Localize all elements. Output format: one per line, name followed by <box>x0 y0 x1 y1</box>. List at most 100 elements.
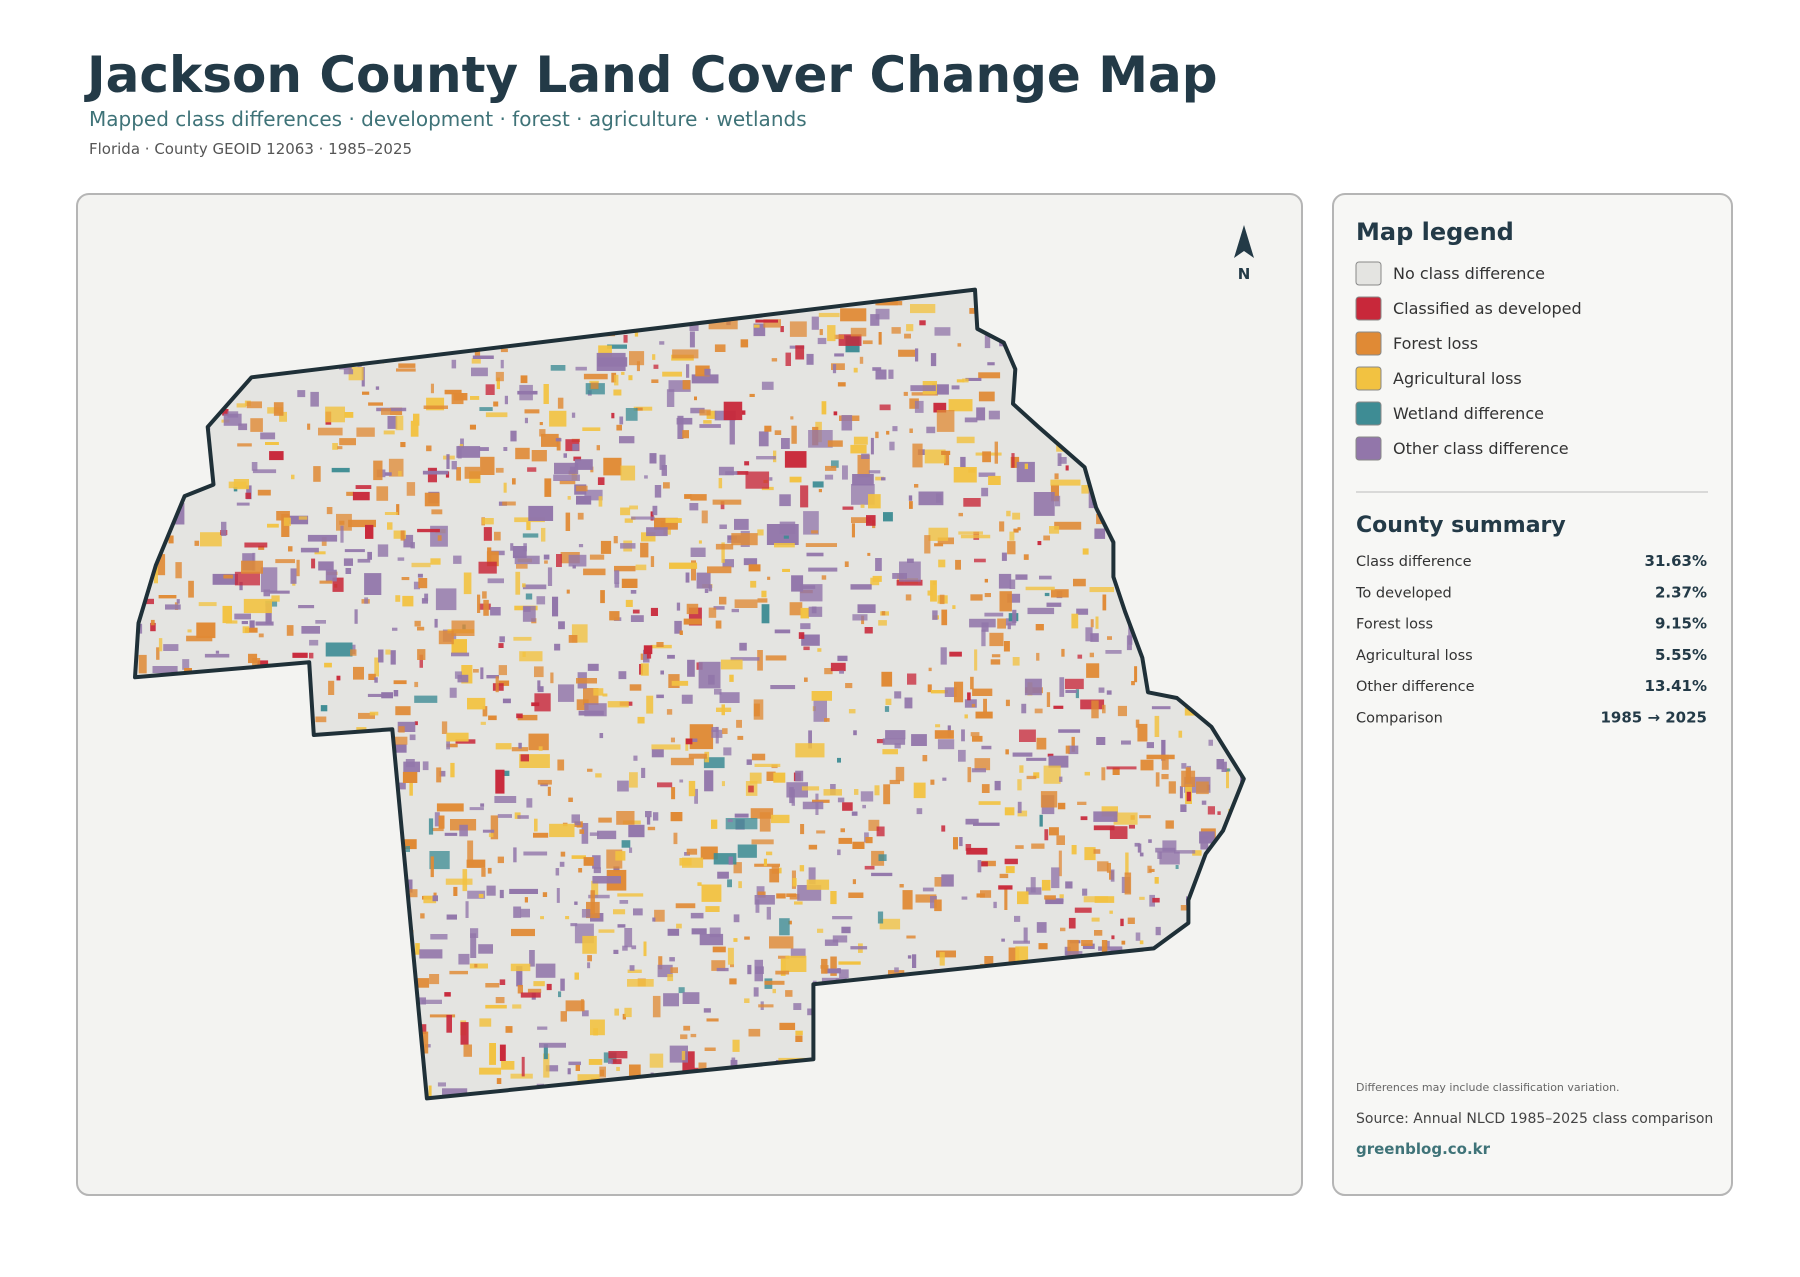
change-patch <box>981 487 989 497</box>
change-patch <box>535 963 556 978</box>
change-patch <box>451 620 475 636</box>
change-patch <box>636 361 640 372</box>
change-patch <box>974 649 978 671</box>
change-patch <box>486 675 499 679</box>
change-patch <box>803 646 810 651</box>
change-patch <box>683 618 702 625</box>
change-patch <box>743 558 758 566</box>
change-patch <box>524 409 540 414</box>
change-patch <box>1090 633 1099 642</box>
change-patch <box>722 559 734 568</box>
change-patch <box>343 558 353 566</box>
change-patch <box>451 359 457 369</box>
change-patch <box>257 489 271 496</box>
change-patch <box>248 653 258 664</box>
change-patch <box>1019 729 1036 742</box>
change-patch <box>691 928 707 935</box>
change-patch <box>387 416 398 429</box>
change-patch <box>510 543 514 551</box>
change-patch <box>933 402 947 413</box>
change-patch <box>571 814 580 823</box>
change-patch <box>683 1025 691 1031</box>
change-patch <box>469 963 488 969</box>
change-patch <box>707 566 732 574</box>
change-patch <box>845 683 853 689</box>
change-patch <box>432 895 438 902</box>
change-patch <box>870 437 874 455</box>
change-patch <box>165 604 181 610</box>
change-patch <box>952 605 956 609</box>
change-patch <box>376 486 389 501</box>
change-patch <box>669 957 675 962</box>
change-patch <box>503 447 508 451</box>
change-patch <box>978 372 1001 379</box>
change-patch <box>1112 767 1120 775</box>
change-patch <box>751 839 774 845</box>
change-patch <box>698 540 702 544</box>
change-patch <box>234 571 260 586</box>
change-patch <box>665 518 682 523</box>
change-patch <box>909 398 919 409</box>
change-patch <box>309 639 319 646</box>
change-patch <box>875 431 879 439</box>
change-patch <box>779 494 791 507</box>
change-patch <box>465 901 469 918</box>
change-patch <box>850 327 867 337</box>
change-patch <box>756 886 765 896</box>
change-patch <box>1043 535 1050 541</box>
change-patch <box>540 916 544 920</box>
change-patch <box>482 706 488 717</box>
change-patch <box>964 699 977 708</box>
change-patch <box>817 648 822 652</box>
change-patch <box>576 678 597 684</box>
change-patch <box>297 390 306 398</box>
change-patch <box>527 467 537 472</box>
change-patch <box>875 558 882 571</box>
change-patch <box>384 512 398 515</box>
change-patch <box>222 409 229 416</box>
change-patch <box>431 509 443 515</box>
change-patch <box>679 779 684 783</box>
change-patch <box>1007 593 1021 603</box>
change-patch <box>974 758 991 771</box>
change-patch <box>385 649 391 655</box>
change-patch <box>712 946 726 953</box>
change-patch <box>163 644 179 651</box>
change-patch <box>1179 786 1183 799</box>
change-patch <box>914 484 919 488</box>
change-patch <box>410 542 415 549</box>
link[interactable]: greenblog.co.kr <box>1356 1140 1491 1158</box>
change-patch <box>766 906 771 920</box>
change-patch <box>791 425 797 444</box>
change-patch <box>785 352 791 366</box>
change-patch <box>956 379 965 383</box>
change-patch <box>1076 608 1089 615</box>
change-patch <box>972 735 983 742</box>
change-patch <box>795 743 825 758</box>
change-patch <box>279 411 287 422</box>
change-patch <box>650 556 655 567</box>
change-patch <box>699 933 724 946</box>
summary-value: 31.63% <box>1645 552 1707 570</box>
change-patch <box>885 730 906 740</box>
change-patch <box>830 891 837 905</box>
change-patch <box>531 450 547 462</box>
change-patch <box>397 721 416 732</box>
change-patch <box>1091 917 1100 922</box>
change-patch <box>622 945 628 951</box>
change-patch <box>628 375 633 381</box>
change-patch <box>1044 895 1056 900</box>
change-patch <box>215 650 220 654</box>
change-patch <box>553 474 580 481</box>
change-patch <box>650 511 654 521</box>
change-patch <box>550 365 566 371</box>
change-patch <box>883 512 893 522</box>
change-patch <box>670 737 675 743</box>
change-patch <box>635 564 647 571</box>
change-patch <box>223 574 233 579</box>
change-patch <box>398 726 405 733</box>
change-patch <box>574 459 593 470</box>
change-patch <box>624 518 633 523</box>
change-patch <box>575 1064 580 1071</box>
